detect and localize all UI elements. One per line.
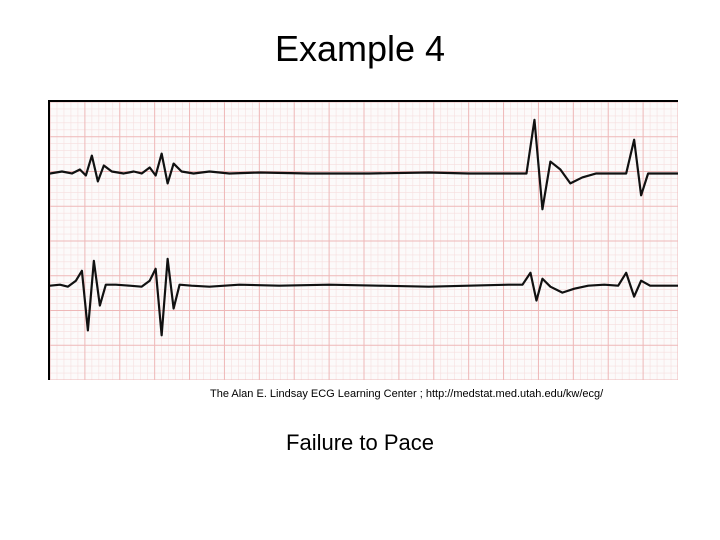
caption-text: Failure to Pace xyxy=(0,430,720,456)
ecg-chart xyxy=(48,100,678,380)
ecg-svg xyxy=(50,102,678,380)
page-title: Example 4 xyxy=(0,28,720,70)
credit-text: The Alan E. Lindsay ECG Learning Center … xyxy=(210,388,603,400)
